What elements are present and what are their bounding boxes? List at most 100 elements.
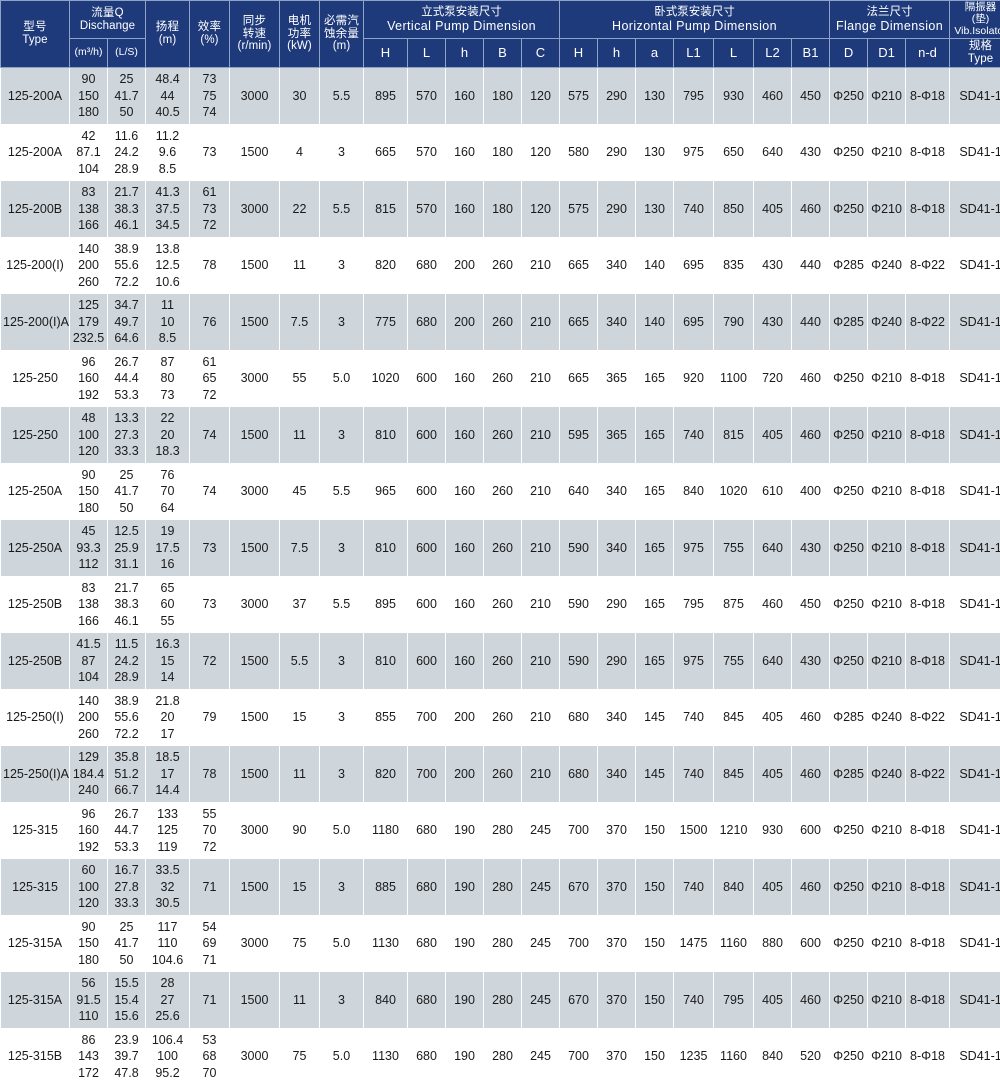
value: 138 xyxy=(70,596,107,613)
cell-flange-D1: Φ210 xyxy=(868,915,906,972)
cell-speed: 3000 xyxy=(230,68,280,125)
col-header-efficiency-en: (%) xyxy=(190,34,229,47)
value: 95.2 xyxy=(146,1065,189,1082)
cell-npsh: 5.5 xyxy=(320,463,364,520)
cell-speed: 3000 xyxy=(230,350,280,407)
cell-vertical-B: 180 xyxy=(484,124,522,181)
cell-flange-D1: Φ210 xyxy=(868,576,906,633)
cell-vertical-L: 600 xyxy=(408,633,446,690)
value: 74 xyxy=(190,104,229,121)
cell-horizontal-B1: 460 xyxy=(792,859,830,916)
cell-vertical-L: 680 xyxy=(408,859,446,916)
cell-efficiency: 79 xyxy=(190,689,230,746)
cell-vertical-h: 160 xyxy=(446,407,484,464)
cell-type: 125-315B xyxy=(1,1028,70,1085)
cell-horizontal-B1: 440 xyxy=(792,294,830,351)
sym-horizontal-a: a xyxy=(636,46,673,61)
value: 41.5 xyxy=(70,636,107,653)
cell-horizontal-B1: 460 xyxy=(792,181,830,238)
cell-flange-nd: 8-Φ22 xyxy=(906,689,950,746)
cell-vertical-L: 700 xyxy=(408,746,446,803)
cell-horizontal-a: 165 xyxy=(636,350,674,407)
cell-speed: 1500 xyxy=(230,294,280,351)
value: 110 xyxy=(70,1008,107,1025)
cell-npsh: 5.5 xyxy=(320,68,364,125)
col-header-power-en: (kW) xyxy=(280,40,319,53)
cell-power: 7.5 xyxy=(280,520,320,577)
cell-type: 125-200A xyxy=(1,68,70,125)
col-header-power-cn2: 功率 xyxy=(280,28,319,41)
col-header-head-en: (m) xyxy=(146,34,189,47)
value: 13.8 xyxy=(146,241,189,258)
col-header-q-m3h-label: (m³/h) xyxy=(70,47,107,59)
cell-horizontal-h: 340 xyxy=(598,294,636,351)
cell-isolator-type: SD41-1 xyxy=(950,915,1000,972)
cell-flange-D1: Φ210 xyxy=(868,181,906,238)
cell-horizontal-a: 130 xyxy=(636,68,674,125)
value: 160 xyxy=(70,370,107,387)
cell-flange-D: Φ250 xyxy=(830,463,868,520)
cell-horizontal-B1: 460 xyxy=(792,350,830,407)
value: 66.7 xyxy=(108,782,145,799)
sym-horizontal-H: H xyxy=(560,46,597,61)
cell-isolator-type: SD41-1 xyxy=(950,972,1000,1029)
value: 20 xyxy=(146,709,189,726)
value: 21.7 xyxy=(108,184,145,201)
col-header-type-cn: 型号 xyxy=(1,21,69,34)
value: 15 xyxy=(146,653,189,670)
cell-horizontal-h: 370 xyxy=(598,1028,636,1085)
cell-horizontal-L: 650 xyxy=(714,124,754,181)
value: 93.3 xyxy=(70,540,107,557)
col-header-flange-group: 法兰尺寸 Flange Dimension xyxy=(830,1,950,39)
value: 38.9 xyxy=(108,693,145,710)
cell-vertical-C: 120 xyxy=(522,124,560,181)
value: 104 xyxy=(70,161,107,178)
value: 34.7 xyxy=(108,297,145,314)
cell-horizontal-B1: 440 xyxy=(792,237,830,294)
col-header-npsh: 必需汽 蚀余量 (m) xyxy=(320,1,364,68)
cell-vertical-L: 570 xyxy=(408,68,446,125)
value: 120 xyxy=(70,443,107,460)
sym-horizontal-L: L xyxy=(714,46,753,61)
value: 104 xyxy=(70,669,107,686)
cell-vertical-L: 680 xyxy=(408,294,446,351)
cell-vertical-H: 1020 xyxy=(364,350,408,407)
cell-vertical-C: 210 xyxy=(522,689,560,746)
value: 44.4 xyxy=(108,370,145,387)
col-header-isolator-cn2: (垫) xyxy=(950,14,1000,26)
value: 192 xyxy=(70,387,107,404)
cell-vertical-h: 200 xyxy=(446,689,484,746)
cell-vertical-h: 160 xyxy=(446,633,484,690)
col-header-npsh-en: (m) xyxy=(320,40,363,53)
value: 71 xyxy=(190,952,229,969)
value: 64 xyxy=(146,500,189,517)
value: 106.4 xyxy=(146,1032,189,1049)
col-header-flange-en: Flange Dimension xyxy=(830,19,949,33)
cell-type: 125-315 xyxy=(1,802,70,859)
cell-vertical-H: 855 xyxy=(364,689,408,746)
cell-vertical-C: 210 xyxy=(522,294,560,351)
cell-horizontal-h: 365 xyxy=(598,350,636,407)
cell-speed: 3000 xyxy=(230,915,280,972)
value: 15.6 xyxy=(108,1008,145,1025)
value: 71 xyxy=(190,879,229,896)
cell-flange-D: Φ250 xyxy=(830,859,868,916)
col-header-vertical-L: L xyxy=(408,39,446,68)
cell-vertical-C: 245 xyxy=(522,972,560,1029)
cell-horizontal-L2: 640 xyxy=(754,124,792,181)
value: 72.2 xyxy=(108,274,145,291)
cell-power: 11 xyxy=(280,237,320,294)
col-header-isolator-group: 隔振器 (垫) Vib.Isolator xyxy=(950,1,1000,39)
